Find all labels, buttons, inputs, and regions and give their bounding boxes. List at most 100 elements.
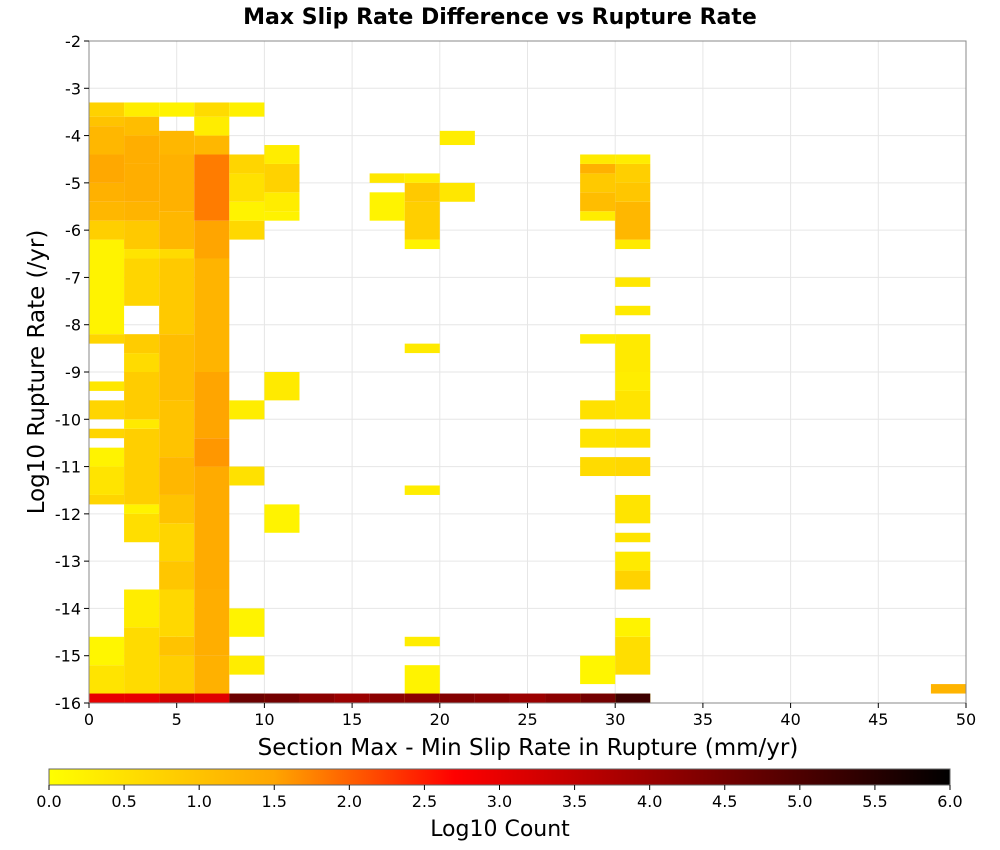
y-axis-ticks: -16 -15 -14 -13 -12 -11 -10 -9 -8 -7 -6 -5 -4 -3 -2 <box>55 32 89 713</box>
heatmap-cell <box>89 636 125 666</box>
heatmap-cell <box>439 182 475 202</box>
x-tick-label: 30 <box>605 710 625 729</box>
heatmap-cell <box>159 211 195 250</box>
y-tick-label: -7 <box>65 268 81 287</box>
heatmap-cell <box>124 135 160 164</box>
y-tick-label: -5 <box>65 174 81 193</box>
heatmap-cell <box>89 102 125 117</box>
colorbar-tick-label: 6.0 <box>937 792 962 811</box>
colorbar-tick-label: 2.0 <box>337 792 362 811</box>
heatmap-cell <box>159 154 195 212</box>
heatmap-cell <box>229 173 265 202</box>
colorbar-ticks: 0.0 0.5 1.0 1.5 2.0 2.5 3.0 3.5 4.0 4.5 5.0 5.5 6.0 <box>36 785 963 811</box>
y-tick-label: -15 <box>55 647 81 666</box>
heatmap-cell <box>89 334 125 344</box>
heatmap-cell <box>89 400 125 420</box>
heatmap-cell <box>159 523 195 562</box>
y-tick-label: -11 <box>55 458 81 477</box>
x-axis-label: Section Max - Min Slip Rate in Rupture (… <box>258 735 799 761</box>
heatmap-cell <box>545 693 581 703</box>
heatmap-cell <box>124 419 160 429</box>
heatmap-cell <box>229 220 265 240</box>
x-tick-label: 20 <box>430 710 450 729</box>
heatmap-cell <box>615 494 651 524</box>
heatmap-cell <box>264 693 300 703</box>
heatmap-cell <box>89 220 125 240</box>
heatmap-cell <box>439 693 475 703</box>
y-tick-label: -9 <box>65 363 81 382</box>
heatmap-cell <box>89 447 125 467</box>
heatmap-cell <box>194 102 230 117</box>
heatmap-cell <box>580 693 616 703</box>
heatmap-cell <box>194 154 230 221</box>
x-tick-label: 40 <box>780 710 800 729</box>
heatmap-cell <box>404 201 440 240</box>
heatmap-cell <box>439 130 475 146</box>
heatmap-cell <box>334 693 370 703</box>
heatmap-cell <box>124 258 160 306</box>
heatmap-cell <box>229 102 265 117</box>
heatmap-cell <box>615 277 651 287</box>
heatmap-cell <box>404 485 440 495</box>
heatmap-cell <box>89 154 125 183</box>
y-tick-label: -6 <box>65 221 81 240</box>
heatmap-cell <box>404 173 440 183</box>
heatmap-cell <box>89 239 125 335</box>
heatmap-cell <box>615 334 651 372</box>
heatmap-cell <box>159 249 195 259</box>
heatmap-cell <box>580 154 616 164</box>
colorbar-tick-label: 2.5 <box>412 792 437 811</box>
x-axis-ticks: 0 5 10 15 20 25 30 35 40 45 50 <box>84 703 976 729</box>
heatmap-cell <box>89 201 125 221</box>
x-tick-label: 45 <box>868 710 888 729</box>
heatmap-cell <box>89 182 125 202</box>
heatmap-cell <box>124 220 160 250</box>
colorbar-tick-label: 5.5 <box>862 792 887 811</box>
colorbar <box>48 768 951 786</box>
heatmap-cell <box>194 258 230 372</box>
heatmap-cell <box>194 220 230 259</box>
heatmap-cell <box>615 636 651 675</box>
heatmap-cell <box>159 494 195 524</box>
heatmap-cell <box>580 428 616 448</box>
heatmap-cell <box>124 428 160 505</box>
chart-title: Max Slip Rate Difference vs Rupture Rate <box>243 5 757 30</box>
colorbar-tick-label: 1.5 <box>262 792 287 811</box>
y-tick-label: -3 <box>65 79 81 98</box>
heatmap-cell <box>580 655 616 685</box>
heatmap-cell <box>930 684 966 694</box>
colorbar-tick-label: 3.5 <box>562 792 587 811</box>
heatmap-cell <box>124 504 160 514</box>
heatmap-cell <box>229 655 265 675</box>
heatmap-cell <box>264 372 300 401</box>
heatmap-cell <box>580 192 616 212</box>
heatmap-cell <box>159 258 195 335</box>
heatmap-cell <box>124 116 160 136</box>
heatmap-cell <box>404 182 440 202</box>
x-tick-label: 0 <box>84 710 94 729</box>
heatmap-cell <box>615 305 651 316</box>
heatmap-cell <box>615 457 651 477</box>
heatmap-cell <box>615 617 651 637</box>
heatmap-cell <box>124 513 160 543</box>
colorbar-tick-label: 4.5 <box>712 792 737 811</box>
heatmap-cell <box>615 693 651 703</box>
heatmap-cell <box>194 438 230 467</box>
heatmap-cell <box>229 400 265 420</box>
heatmap-cell <box>194 372 230 439</box>
heatmap-cell <box>404 239 440 250</box>
heatmap-cell <box>124 163 160 202</box>
y-tick-label: -13 <box>55 552 81 571</box>
x-tick-label: 35 <box>693 710 713 729</box>
heatmap-cell <box>124 201 160 221</box>
y-tick-label: -10 <box>55 410 81 429</box>
heatmap-cell <box>124 353 160 372</box>
heatmap-cell <box>89 381 125 391</box>
heatmap-cell <box>369 173 405 183</box>
heatmap-cell <box>89 428 125 439</box>
heatmap-cell <box>159 457 195 495</box>
heatmap-cell <box>404 636 440 647</box>
heatmap-cell <box>159 334 195 401</box>
heatmap-cell <box>369 192 405 221</box>
